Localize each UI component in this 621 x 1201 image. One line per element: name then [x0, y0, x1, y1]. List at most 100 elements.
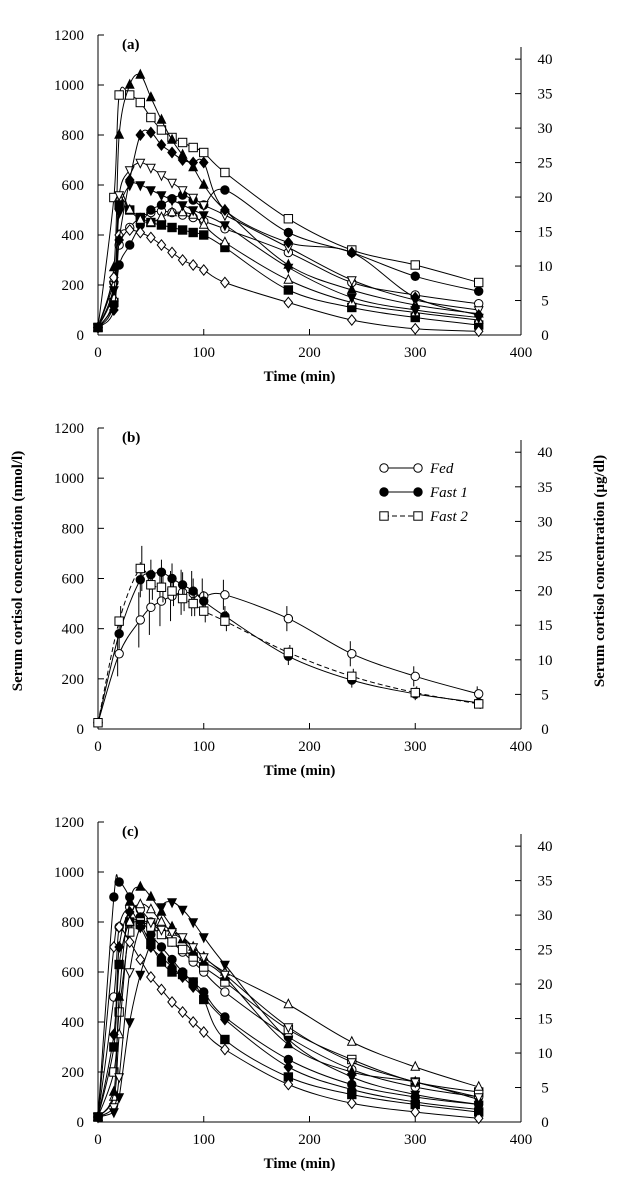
data-point	[167, 222, 177, 233]
legend-marker	[413, 511, 423, 521]
data-point	[474, 277, 484, 288]
data-point	[410, 260, 420, 270]
series-line	[97, 910, 479, 1118]
data-point	[146, 231, 156, 244]
data-point	[199, 606, 209, 616]
legend-marker	[413, 487, 423, 497]
x-tick-label: 400	[510, 345, 533, 361]
legend: Fed Fast 1 Fast 2	[379, 461, 468, 525]
data-point	[156, 951, 167, 963]
data-point	[146, 602, 156, 613]
data-point	[145, 918, 156, 929]
data-point	[93, 1111, 103, 1123]
data-point	[145, 890, 156, 901]
data-point	[114, 990, 125, 1001]
data-point	[346, 276, 357, 287]
y-tick-label: 400	[62, 1015, 85, 1031]
data-point	[109, 304, 119, 316]
data-point	[124, 936, 135, 948]
data-point	[135, 129, 146, 141]
data-point	[188, 142, 198, 153]
series-line	[97, 903, 479, 1118]
legend-label: Fast 1	[429, 485, 468, 501]
data-point	[220, 1034, 230, 1045]
y2-tick-label: 15	[538, 618, 553, 634]
data-point	[156, 211, 167, 222]
data-point	[177, 254, 188, 266]
data-point	[283, 1078, 294, 1091]
data-point	[346, 1097, 357, 1110]
y2-tick-label: 0	[541, 328, 549, 344]
x-tick-label: 0	[94, 1132, 102, 1148]
data-point	[188, 918, 199, 929]
y2-tick-label: 15	[538, 225, 553, 241]
y-tick-label: 600	[62, 178, 85, 194]
data-point	[135, 68, 146, 79]
data-point	[156, 113, 167, 124]
y-tick-label: 600	[62, 572, 85, 588]
data-point	[177, 944, 188, 955]
data-point	[146, 971, 156, 983]
data-point	[124, 1018, 135, 1029]
data-point	[156, 925, 167, 936]
data-point	[188, 981, 199, 993]
data-point	[410, 671, 420, 682]
y2-tick-label: 30	[538, 908, 553, 924]
data-point	[474, 699, 484, 709]
data-point	[156, 200, 167, 210]
data-point	[188, 227, 198, 238]
y2-tick-label: 20	[538, 584, 553, 600]
data-point	[146, 126, 156, 139]
data-point	[188, 1016, 199, 1028]
data-point	[219, 236, 230, 247]
data-point	[135, 880, 146, 891]
x-axis-label: Time (min)	[264, 369, 336, 385]
data-point	[114, 128, 125, 139]
data-point	[346, 293, 357, 304]
y2-tick-label: 40	[538, 445, 553, 461]
data-point	[145, 903, 156, 914]
data-point	[156, 983, 167, 996]
data-point	[473, 325, 484, 338]
data-point	[156, 139, 167, 151]
y2-tick-label: 35	[538, 874, 553, 890]
data-point	[167, 178, 178, 189]
data-point	[346, 246, 357, 259]
data-point	[347, 649, 357, 659]
data-point	[114, 959, 124, 970]
data-point	[346, 1058, 357, 1069]
data-point	[410, 1078, 421, 1089]
data-point	[167, 928, 178, 939]
data-point	[177, 905, 188, 916]
data-point	[167, 898, 178, 909]
data-point	[167, 196, 178, 207]
data-point	[199, 230, 209, 240]
y2-tick-label: 30	[538, 121, 553, 137]
data-point	[198, 201, 209, 212]
data-point	[135, 970, 146, 981]
data-point	[108, 1085, 119, 1096]
data-point	[124, 895, 135, 906]
data-point	[177, 933, 188, 944]
data-point	[135, 97, 146, 108]
y-tick-label: 400	[62, 228, 85, 244]
data-point	[156, 220, 167, 230]
data-point	[156, 191, 167, 202]
data-point	[156, 125, 167, 135]
data-point	[188, 586, 198, 596]
legend-marker	[413, 463, 423, 473]
y-tick-label: 400	[62, 622, 85, 638]
data-point	[114, 921, 124, 933]
legend-marker	[379, 463, 389, 473]
legend-label: Fast 2	[429, 509, 468, 525]
data-point	[346, 283, 357, 294]
series-line	[97, 73, 479, 328]
data-point	[156, 239, 167, 251]
data-point	[167, 937, 177, 947]
data-point	[410, 271, 420, 281]
data-point	[177, 971, 188, 983]
data-point	[410, 322, 421, 335]
data-point	[124, 915, 135, 926]
data-point	[156, 567, 167, 577]
